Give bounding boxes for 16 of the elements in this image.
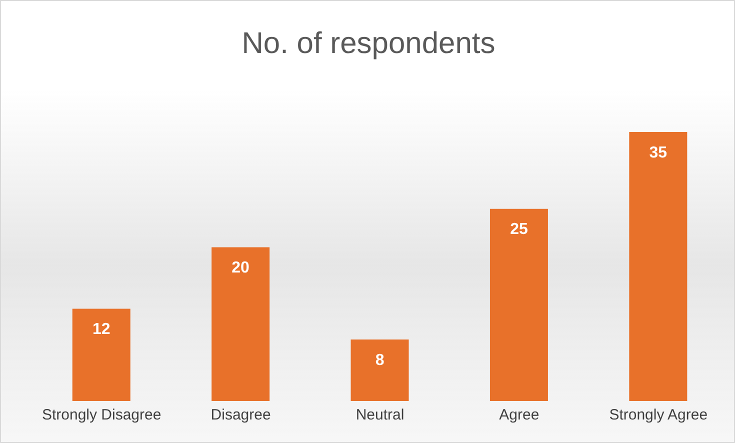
x-tick-label: Agree (499, 406, 540, 424)
chart-title: No. of respondents (240, 27, 496, 61)
data-label: 35 (649, 144, 668, 162)
data-label: 20 (232, 260, 250, 277)
bar (350, 340, 409, 401)
x-tick-label: Disagree (210, 406, 271, 424)
bar (629, 132, 688, 401)
bar (490, 208, 548, 401)
bar (72, 308, 130, 401)
bar (212, 247, 270, 401)
x-tick-label: Strongly Disagree (42, 406, 162, 424)
data-label: 8 (375, 352, 384, 369)
data-label: 25 (510, 221, 528, 238)
x-tick-label: Strongly Agree (609, 406, 708, 424)
x-tick-label: Neutral (356, 406, 404, 424)
data-label: 12 (92, 321, 110, 338)
